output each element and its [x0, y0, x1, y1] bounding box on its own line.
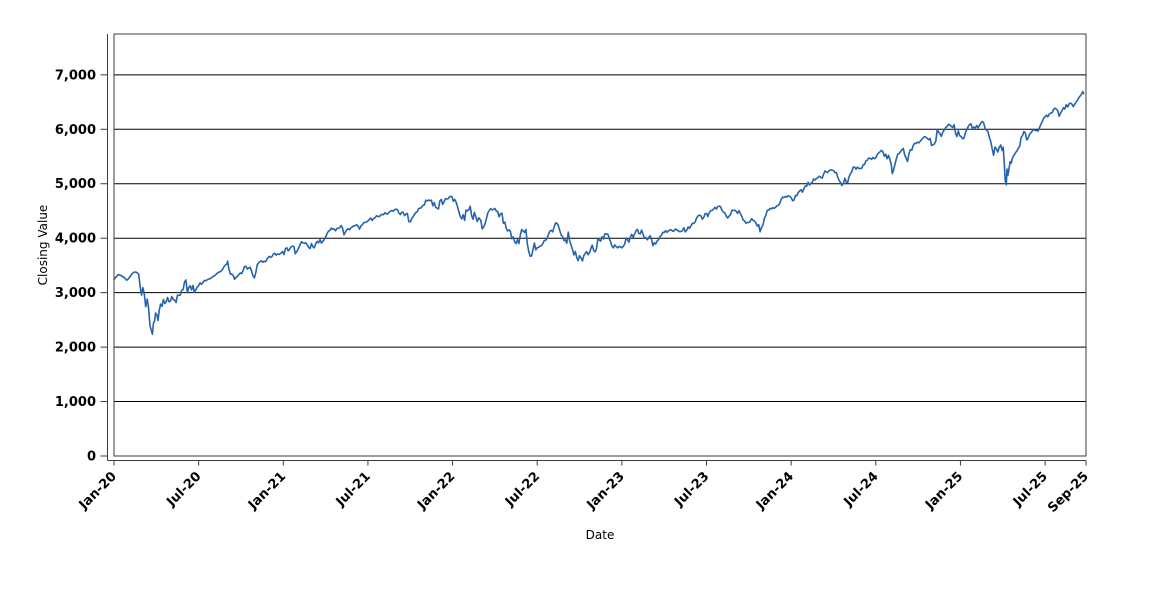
- y-tick-label: 6,000: [55, 123, 96, 138]
- x-tick-label: Jan-25: [922, 469, 966, 513]
- x-tick-label: Jan-23: [584, 469, 628, 513]
- x-ticks: [113, 460, 1087, 466]
- x-tick-label: Jul-21: [333, 469, 374, 510]
- gridlines: [114, 74, 1086, 403]
- x-tick-label: Jul-22: [502, 469, 543, 510]
- x-tick-label: Sep-25: [1045, 469, 1092, 516]
- x-tick-label: Jul-24: [841, 469, 882, 510]
- x-tick-label: Jan-24: [753, 469, 797, 513]
- plot-border: [113, 33, 1087, 457]
- closing-value-line: [113, 90, 1085, 336]
- y-axis-title: Closing Value: [36, 205, 50, 286]
- x-tick-label: Jan-20: [76, 469, 120, 513]
- x-tick-labels: Jan-20 Jul-20 Jan-21 Jul-21 Jan-22 Jul-22 Jan-…: [76, 469, 1092, 516]
- y-tick-label: 4,000: [55, 232, 96, 247]
- y-ticks: [100, 74, 108, 457]
- x-tick-label: Jul-23: [671, 469, 712, 510]
- y-tick-label: 1,000: [55, 395, 96, 410]
- y-tick-label: 3,000: [55, 286, 96, 301]
- y-tick-label: 5,000: [55, 177, 96, 192]
- y-tick-labels: 0 1,000 2,000 3,000 4,000 5,000 6,000 7,000: [55, 68, 96, 464]
- x-tick-label: Jul-25: [1010, 469, 1051, 510]
- y-tick-label: 0: [87, 450, 96, 465]
- series-group: [113, 90, 1085, 336]
- y-tick-label: 7,000: [55, 68, 96, 83]
- x-axis-title: Date: [586, 528, 615, 542]
- y-tick-label: 2,000: [55, 341, 96, 356]
- x-tick-label: Jan-22: [414, 469, 458, 513]
- x-tick-label: Jul-20: [163, 469, 204, 510]
- x-tick-label: Jan-21: [245, 469, 289, 513]
